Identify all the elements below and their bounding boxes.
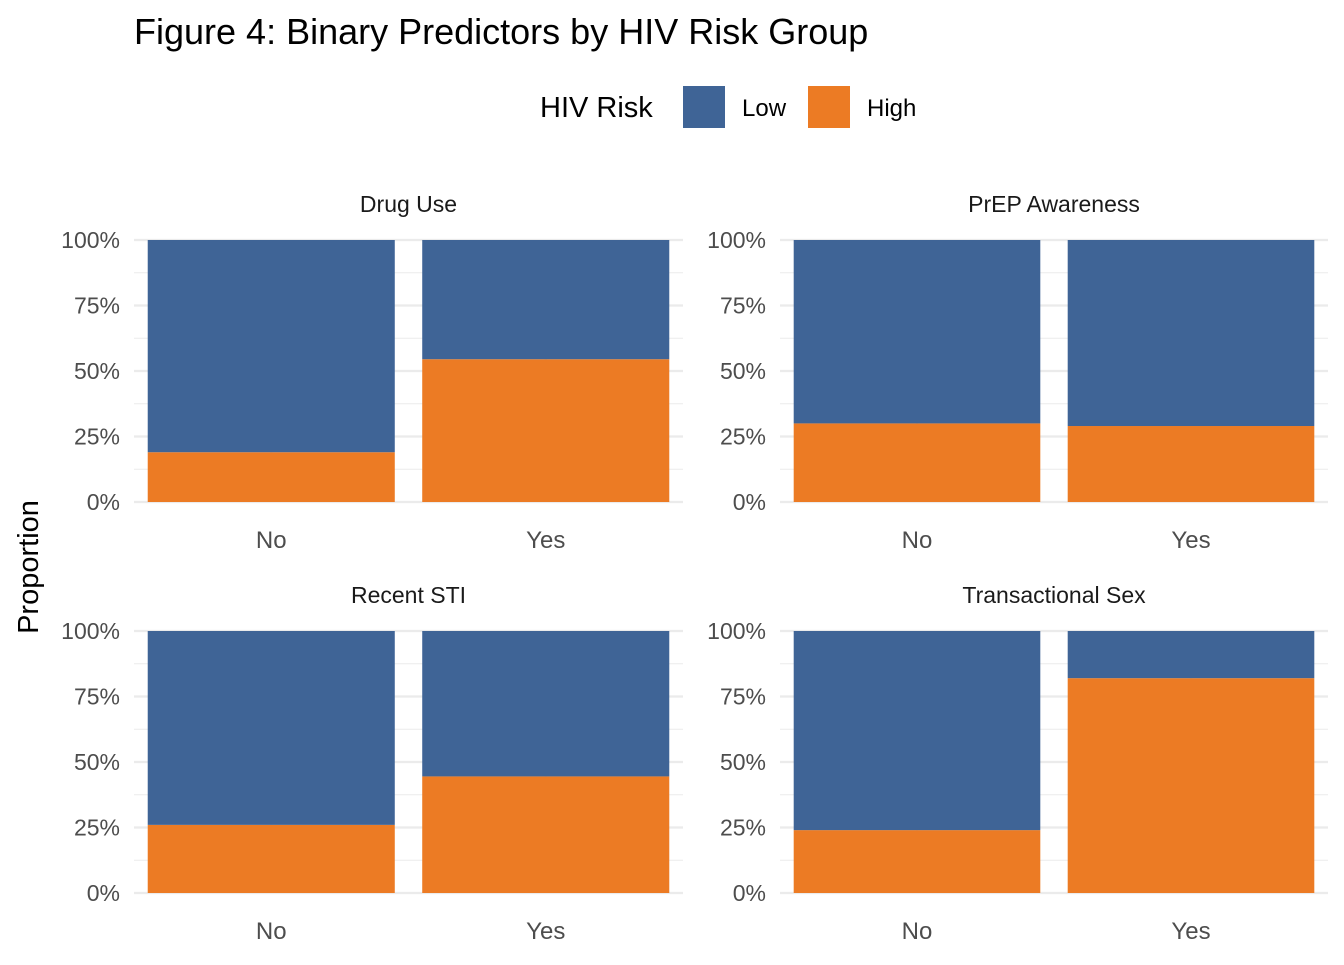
bar-prep-awareness-yes-high	[1067, 426, 1315, 502]
bar-prep-awareness-yes-low	[1067, 240, 1315, 427]
facet-prep-awareness: 0% 25% 50% 75% 100% No Yes PrEP Awareness	[707, 191, 1328, 554]
bar-recent-sti-no-high	[147, 824, 395, 893]
y-tick-label: 25%	[720, 815, 766, 841]
facet-title: Drug Use	[360, 191, 457, 217]
bar-transactional-sex-yes-high	[1067, 678, 1315, 893]
bar-recent-sti-yes-high	[422, 776, 670, 893]
bar-transactional-sex-no-low	[793, 631, 1041, 831]
y-tick-label: 0%	[733, 880, 766, 906]
y-tick-label: 50%	[74, 749, 120, 775]
y-tick-label: 100%	[707, 618, 766, 644]
x-tick-label: Yes	[1171, 918, 1210, 945]
bar-recent-sti-yes-low	[422, 631, 670, 777]
y-tick-label: 75%	[720, 684, 766, 710]
bar-transactional-sex-yes-low	[1067, 631, 1315, 679]
y-tick-label: 50%	[720, 358, 766, 384]
x-tick-label: No	[902, 527, 933, 554]
facet-title: PrEP Awareness	[968, 191, 1140, 217]
legend-label-low: Low	[742, 95, 787, 122]
bar-drug-use-no-low	[147, 240, 395, 453]
facet-drug-use: 0% 25% 50% 75% 100% No Yes Drug Use	[61, 191, 683, 554]
bar-drug-use-yes-high	[422, 359, 670, 502]
legend-title: HIV Risk	[540, 92, 653, 124]
facet-recent-sti: 0% 25% 50% 75% 100% No Yes Recent STI	[61, 582, 683, 945]
y-tick-label: 0%	[87, 489, 120, 515]
x-tick-label: Yes	[526, 918, 565, 945]
bar-drug-use-no-high	[147, 452, 395, 502]
y-tick-label: 75%	[74, 293, 120, 319]
legend-label-high: High	[867, 95, 916, 122]
facet-panels: 0% 25% 50% 75% 100% No Yes Drug Use 0% 25% 50% 75% 1…	[61, 191, 1328, 945]
y-tick-label: 50%	[74, 358, 120, 384]
facet-title: Transactional Sex	[962, 582, 1146, 608]
x-tick-label: Yes	[526, 527, 565, 554]
y-tick-label: 0%	[87, 880, 120, 906]
facet-title: Recent STI	[351, 582, 466, 608]
y-axis-label: Proportion	[13, 500, 45, 634]
y-tick-label: 25%	[74, 424, 120, 450]
bar-prep-awareness-no-high	[793, 423, 1041, 502]
bar-recent-sti-no-low	[147, 631, 395, 825]
y-tick-label: 100%	[61, 618, 120, 644]
x-tick-label: No	[256, 918, 287, 945]
y-tick-label: 100%	[61, 227, 120, 253]
x-tick-label: No	[902, 918, 933, 945]
x-tick-label: Yes	[1171, 527, 1210, 554]
legend-swatch-low	[683, 86, 725, 128]
chart-title: Figure 4: Binary Predictors by HIV Risk …	[134, 11, 868, 52]
bar-transactional-sex-no-high	[793, 830, 1041, 893]
bar-drug-use-yes-low	[422, 240, 670, 360]
y-tick-label: 25%	[720, 424, 766, 450]
y-tick-label: 75%	[74, 684, 120, 710]
legend-swatch-high	[808, 86, 850, 128]
y-tick-label: 50%	[720, 749, 766, 775]
y-tick-label: 100%	[707, 227, 766, 253]
y-tick-label: 0%	[733, 489, 766, 515]
facet-transactional-sex: 0% 25% 50% 75% 100% No Yes Transactional Sex	[707, 582, 1328, 945]
x-tick-label: No	[256, 527, 287, 554]
y-tick-label: 25%	[74, 815, 120, 841]
bar-prep-awareness-no-low	[793, 240, 1041, 424]
y-tick-label: 75%	[720, 293, 766, 319]
